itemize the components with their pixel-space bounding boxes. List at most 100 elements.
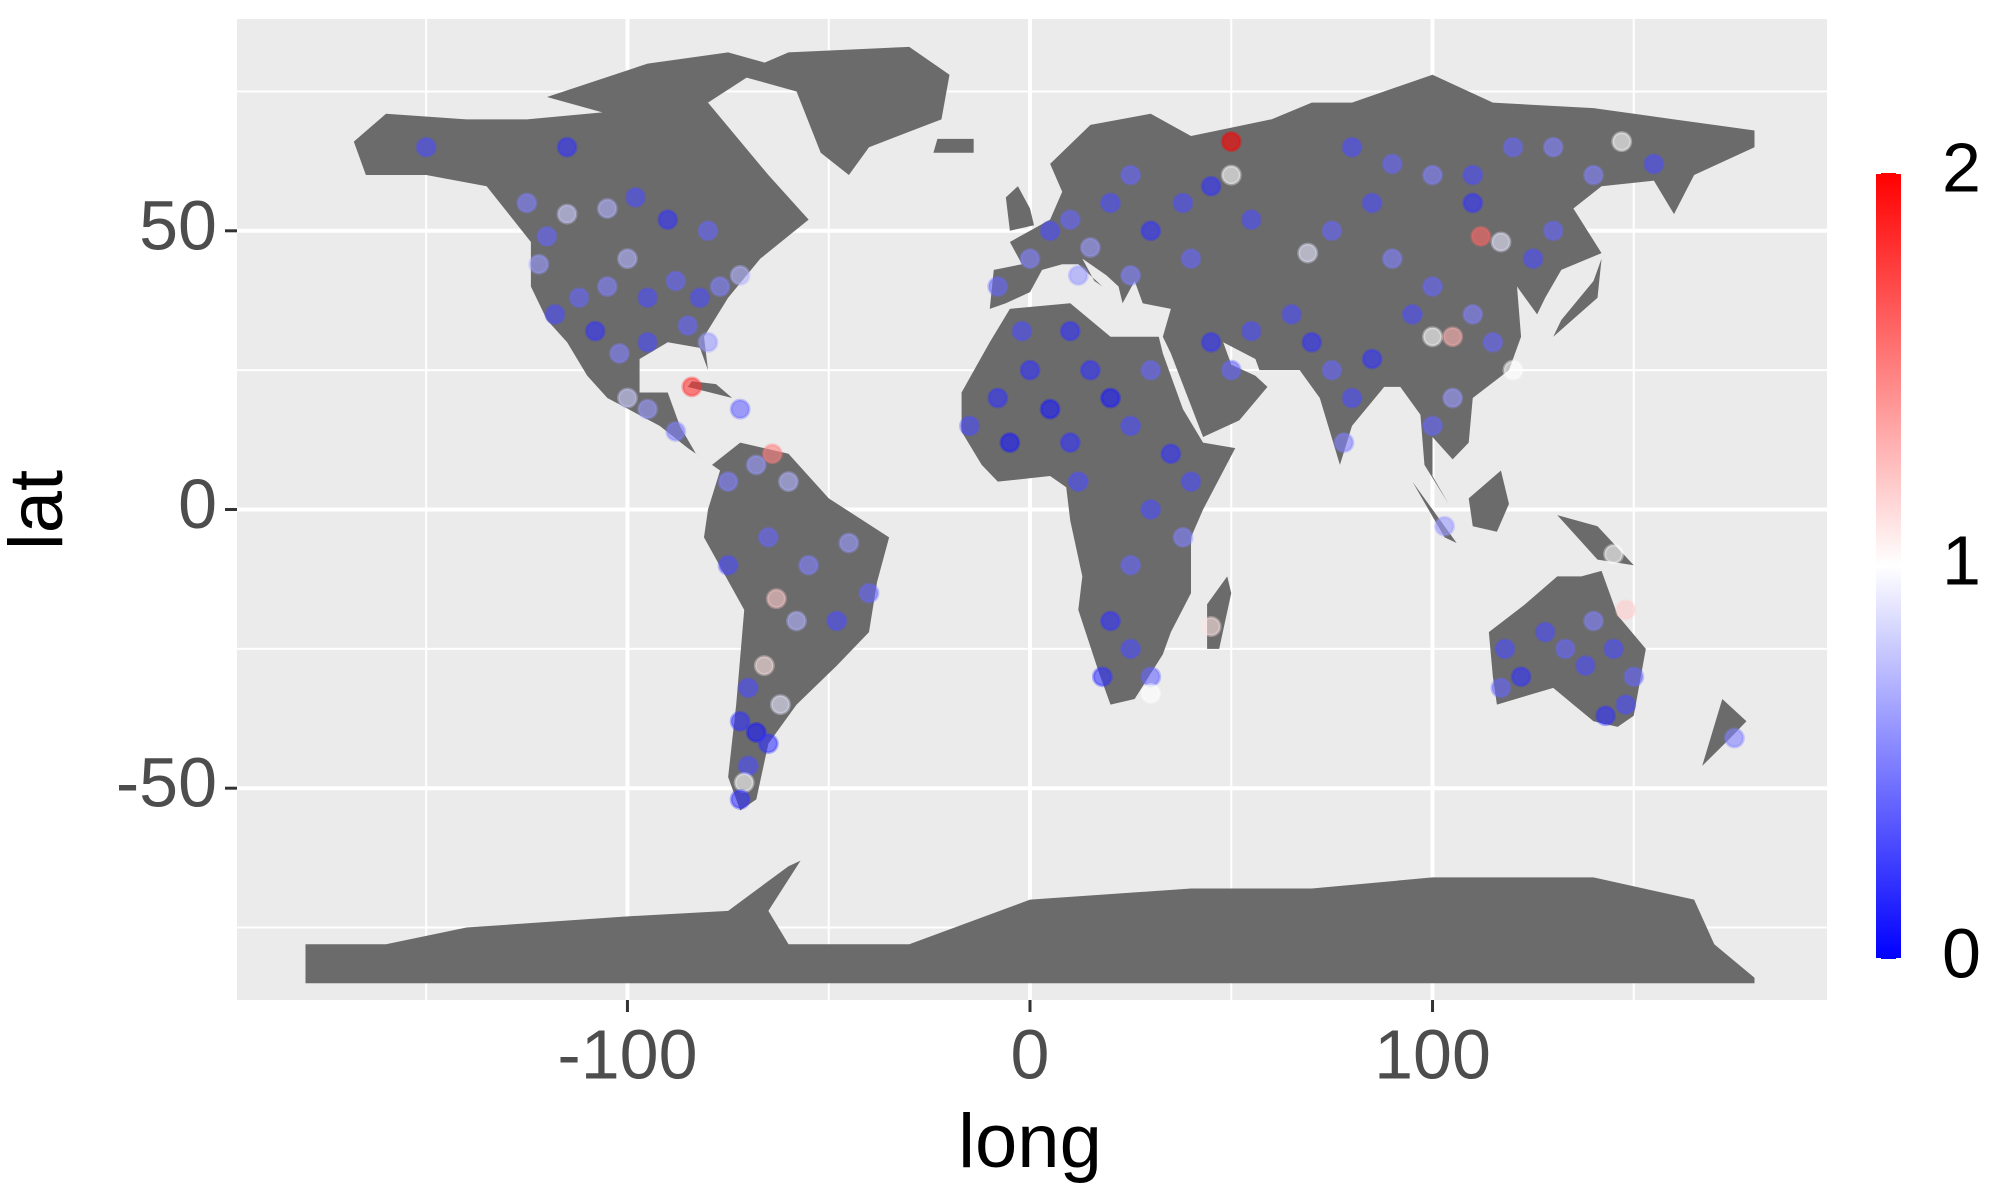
point [1321,359,1343,381]
point [709,276,731,298]
point [717,554,739,576]
point [596,276,618,298]
point [1494,638,1516,660]
point [1059,432,1081,454]
point [536,225,558,247]
point [625,186,647,208]
point [1333,432,1355,454]
point [1091,666,1113,688]
y-tick-label: 50 [139,186,217,264]
iceland [933,138,974,153]
point [1019,248,1041,270]
point [1422,164,1444,186]
point [1297,242,1319,264]
point [1120,638,1142,660]
colorbar-label: 2 [1942,128,1981,206]
point [733,772,755,794]
point [637,331,659,353]
x-axis-title: long [958,1099,1102,1184]
point [1099,387,1121,409]
point [1583,610,1605,632]
point [1422,415,1444,437]
point [1039,398,1061,420]
point [1341,387,1363,409]
point [677,315,699,337]
point [1611,131,1633,153]
point [1240,320,1262,342]
point [765,588,787,610]
point [1615,694,1637,716]
point [769,694,791,716]
colorbar-label: 0 [1942,914,1981,992]
point [1422,276,1444,298]
point [608,342,630,364]
point [1281,303,1303,325]
point [1172,192,1194,214]
japan [1553,258,1602,337]
north-america [353,102,809,465]
point [1180,471,1202,493]
point [637,398,659,420]
point [798,554,820,576]
point [1603,638,1625,660]
point [729,788,751,810]
point [1140,359,1162,381]
greenland [736,46,950,176]
point [1434,515,1456,537]
point [544,303,566,325]
point [987,387,1009,409]
point [1522,248,1544,270]
sumatra [1412,481,1457,543]
point [745,721,767,743]
point [1583,164,1605,186]
point [596,198,618,220]
point [1542,220,1564,242]
point [1381,153,1403,175]
point [1160,443,1182,465]
point [1490,231,1512,253]
point [1502,359,1524,381]
point [568,287,590,309]
point [1361,348,1383,370]
point [745,454,767,476]
point [1422,326,1444,348]
point [1059,209,1081,231]
antarctica [305,860,1755,984]
point [1220,164,1242,186]
axes: -100 0 100 -50 0 50 [116,186,1491,1093]
point [1120,554,1142,576]
point [1079,359,1101,381]
point [1140,499,1162,520]
point [838,532,860,554]
point [584,320,606,342]
point [1180,248,1202,270]
point [987,276,1009,298]
borneo [1468,470,1509,532]
point [1615,599,1637,621]
point [697,220,719,242]
point [1321,220,1343,242]
point [616,248,638,270]
point [1462,303,1484,325]
point [1482,331,1504,353]
point [1099,192,1121,214]
point [1595,705,1617,727]
africa [961,303,1236,705]
point [858,582,880,604]
point [1462,164,1484,186]
point [556,203,578,225]
point [729,398,751,420]
point [1011,320,1033,342]
point [665,420,687,442]
point [1120,264,1142,286]
point [1079,237,1101,259]
point [1401,303,1423,325]
colorbar-ticks: 0 1 2 [1876,128,1981,992]
point [1603,543,1625,565]
point [1534,621,1556,643]
point [1067,471,1089,493]
point [1361,192,1383,214]
point [717,471,739,493]
point [1099,610,1121,632]
